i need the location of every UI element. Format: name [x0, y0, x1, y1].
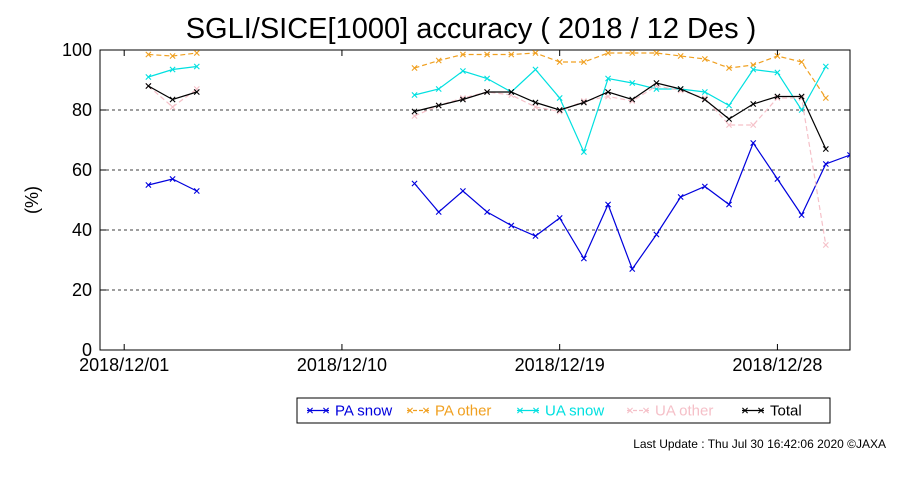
legend-label: PA snow [335, 403, 392, 420]
data-point [411, 113, 418, 119]
legend-marker [407, 407, 413, 414]
plot-border [99, 49, 851, 351]
legend-label: UA snow [545, 403, 604, 420]
data-point [411, 108, 418, 115]
legend-marker [423, 407, 429, 414]
plot-frame [99, 49, 851, 351]
series-total [145, 80, 829, 152]
data-point [653, 50, 660, 56]
y-tick-labels: 0 20 40 60 80 100 [62, 40, 92, 360]
x-tick-label: 2018/12/01 [79, 355, 169, 375]
legend-marker [533, 407, 539, 414]
y-tick-label: 0 [82, 340, 92, 360]
data-point [411, 65, 418, 71]
series-line [414, 141, 850, 271]
legend-item: PA other [407, 403, 491, 420]
legend-label: UA other [655, 403, 713, 420]
legend: PA snow PA other UA snow UA other Total [296, 397, 831, 424]
legend-item: PA snow [307, 403, 392, 420]
x-tick-label: 2018/12/28 [732, 355, 822, 375]
series-line [147, 85, 198, 108]
y-axis-label: (%) [22, 186, 42, 214]
series-line [414, 66, 827, 154]
series-lines [145, 50, 850, 272]
legend-marker [758, 407, 764, 414]
data-point [605, 50, 612, 56]
x-tick-label: 2018/12/19 [515, 355, 605, 375]
series-line [148, 52, 197, 57]
last-update-footer: Last Update : Thu Jul 30 16:42:06 2020 ©… [633, 437, 886, 451]
data-point [701, 56, 708, 62]
legend-item: UA other [627, 403, 713, 420]
data-point [677, 53, 684, 59]
legend-marker [307, 407, 313, 414]
legend-marker [517, 407, 523, 414]
legend-item: Total [742, 403, 802, 420]
series-line [414, 52, 827, 99]
series-pa-snow [145, 140, 850, 272]
data-point [629, 50, 636, 56]
y-tick-label: 80 [72, 100, 92, 120]
legend-marker [627, 407, 633, 414]
series-line [414, 85, 827, 246]
legend-marker [643, 407, 649, 414]
data-point [145, 51, 152, 58]
data-point [145, 182, 152, 188]
data-point [145, 74, 152, 80]
y-tick-label: 100 [62, 40, 92, 60]
data-point [847, 152, 850, 158]
series-ua-other [145, 83, 829, 248]
series-pa-other [145, 50, 829, 101]
y-tick-label: 60 [72, 160, 92, 180]
legend-label: Total [770, 403, 802, 420]
legend-box [296, 397, 831, 424]
series-line [148, 178, 198, 192]
chart-title: SGLI/SICE[1000] accuracy ( 2018 / 12 Des… [186, 13, 757, 45]
data-point [145, 83, 152, 89]
grid-lines [100, 109, 850, 291]
data-point [411, 92, 418, 98]
y-tick-label: 40 [72, 220, 92, 240]
x-tick-label: 2018/12/10 [297, 355, 387, 375]
legend-marker [742, 407, 748, 414]
x-tick-labels: 2018/12/01 2018/12/10 2018/12/19 2018/12/28 [79, 355, 822, 375]
legend-label: PA other [435, 403, 491, 420]
legend-marker [323, 407, 329, 414]
series-line [414, 82, 827, 150]
legend-item: UA snow [517, 403, 604, 420]
series-ua-snow [145, 63, 829, 155]
series-line [148, 65, 197, 78]
series-line [148, 85, 197, 101]
y-tick-label: 20 [72, 280, 92, 300]
